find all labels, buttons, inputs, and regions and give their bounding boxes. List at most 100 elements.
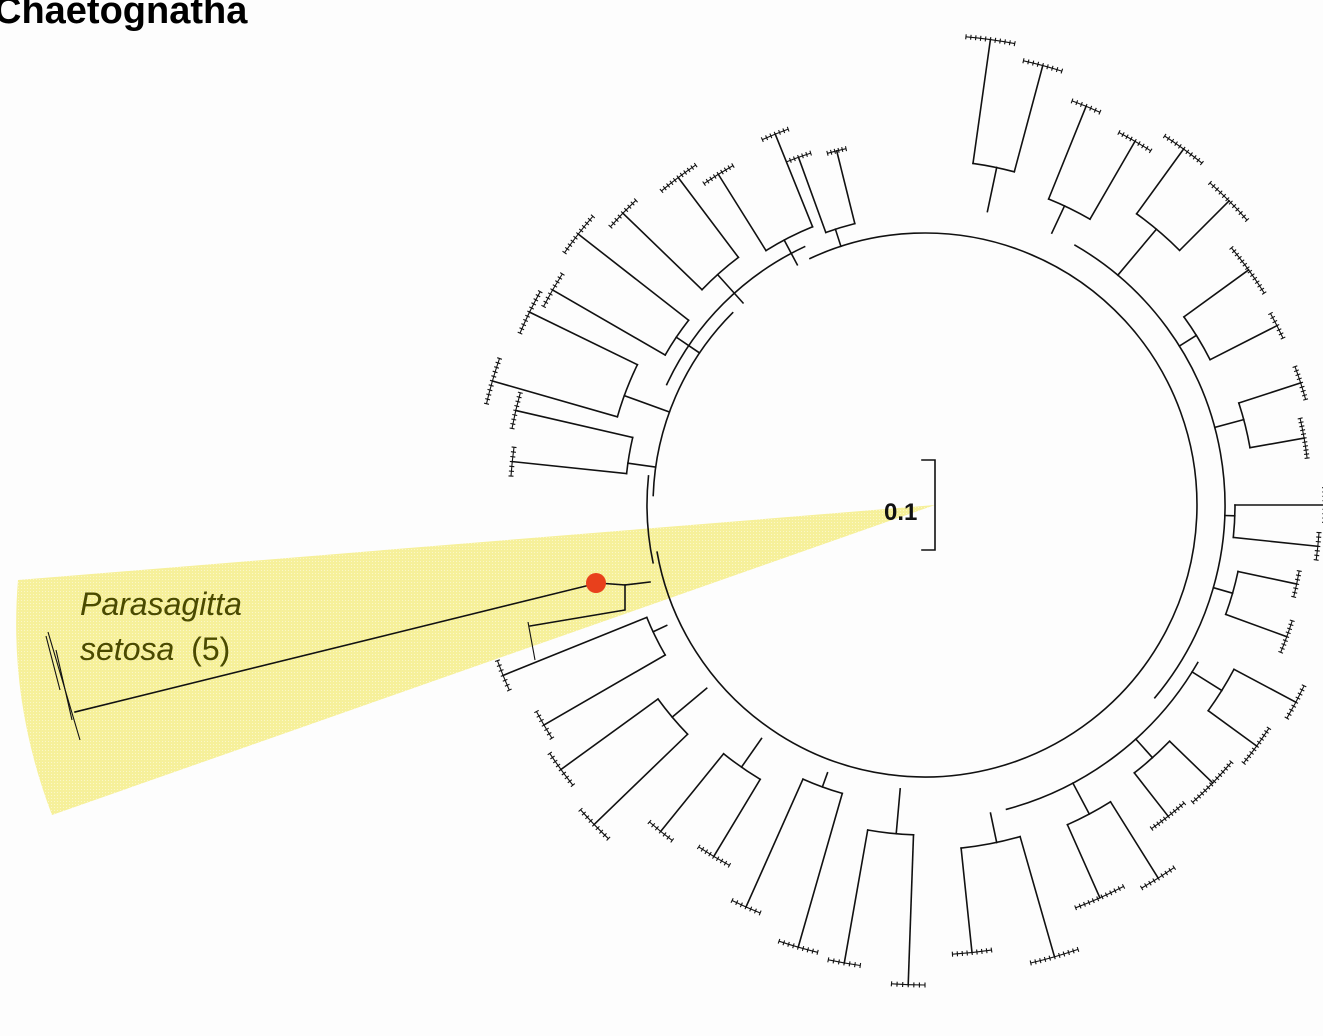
- tree-arc: [646, 475, 655, 564]
- tip-tick: [1291, 704, 1297, 708]
- tree-branch: [1133, 771, 1170, 818]
- tip-tick: [559, 272, 565, 276]
- tip-tick: [709, 176, 713, 182]
- tip-tick: [965, 34, 967, 40]
- tip-tick: [483, 402, 490, 405]
- tip-tick: [1079, 101, 1083, 107]
- tip-tick: [1189, 152, 1193, 157]
- tree-branch: [797, 792, 844, 949]
- tree-arc: [1237, 401, 1251, 449]
- tip-tick: [1156, 875, 1160, 881]
- tip-tick: [1292, 591, 1298, 594]
- tip-tick: [504, 683, 510, 687]
- tree-branch: [659, 752, 725, 833]
- highlight-wedge: [16, 505, 936, 815]
- tip-tick: [1297, 692, 1303, 696]
- tip-tick: [1282, 639, 1288, 643]
- tip-tick: [811, 948, 814, 954]
- tip-tick: [1259, 737, 1265, 741]
- tip-tick: [1229, 760, 1234, 765]
- tree-branch: [675, 336, 701, 355]
- tip-tick: [515, 400, 521, 403]
- tip-tick: [1048, 955, 1052, 961]
- tip-tick: [527, 310, 533, 314]
- tip-tick: [1175, 806, 1180, 811]
- tip-tick: [1280, 336, 1286, 340]
- tip-tick: [1156, 821, 1161, 827]
- tip-tick: [614, 217, 619, 223]
- tip-tick: [744, 904, 748, 910]
- tip-tick: [1093, 107, 1097, 113]
- tree-branch: [577, 232, 690, 322]
- tip-tick: [669, 180, 674, 186]
- tip-tick: [1058, 952, 1061, 958]
- tip-tick: [1285, 631, 1291, 635]
- tree-branch: [717, 173, 768, 252]
- tip-tick: [588, 818, 593, 824]
- tip-tick: [1257, 283, 1263, 288]
- tip-tick: [620, 211, 626, 216]
- tip-tick: [1241, 214, 1247, 219]
- tip-tick: [1055, 67, 1059, 73]
- tree-branch: [797, 156, 827, 234]
- tip-tick: [1139, 885, 1144, 891]
- tip-tick: [1206, 785, 1211, 790]
- tip-tick: [979, 35, 982, 41]
- tip-tick: [777, 938, 781, 944]
- tree-branch: [542, 653, 667, 727]
- tree-branch: [1178, 334, 1198, 348]
- tree-branch: [1071, 782, 1091, 816]
- tip-tick: [585, 815, 590, 820]
- tip-tick: [844, 146, 848, 152]
- tree-branch: [1190, 670, 1223, 692]
- tip-tick: [1172, 865, 1177, 871]
- tree-arc: [700, 256, 740, 291]
- tip-tick: [485, 398, 491, 401]
- tree-arc: [960, 835, 1022, 849]
- tip-tick: [611, 221, 616, 226]
- scale-bar-label: 0.1: [884, 499, 917, 526]
- tree-branch: [1135, 147, 1185, 215]
- tree-branch: [652, 624, 668, 633]
- tip-tick: [1067, 949, 1070, 956]
- tip-tick: [1259, 287, 1265, 292]
- tip-tick: [1313, 559, 1319, 561]
- tip-tick: [1235, 207, 1240, 212]
- tip-tick: [533, 298, 539, 302]
- tip-tick: [496, 664, 502, 668]
- tip-tick: [801, 945, 805, 952]
- tree-branch: [1047, 105, 1088, 201]
- tip-tick: [1220, 769, 1226, 774]
- tip-tick: [735, 900, 739, 906]
- tip-tick: [1137, 141, 1141, 146]
- tip-tick: [531, 302, 537, 306]
- tip-tick: [1168, 867, 1173, 873]
- tip-tick: [1295, 373, 1301, 377]
- tree-arc: [656, 232, 1198, 778]
- tip-tick: [1211, 183, 1216, 189]
- tip-tick: [985, 948, 988, 954]
- tip-tick: [1237, 255, 1242, 260]
- tip-tick: [1062, 951, 1066, 957]
- tip-tick: [1192, 155, 1197, 160]
- tip-tick: [1304, 457, 1310, 459]
- tip-tick: [578, 807, 583, 812]
- tip-tick: [1239, 259, 1245, 264]
- tree-arc: [1005, 661, 1199, 811]
- tip-tick: [1121, 132, 1125, 138]
- tip-tick: [1256, 740, 1262, 745]
- tip-tick: [494, 366, 500, 369]
- tree-branch: [1178, 199, 1231, 252]
- tip-tick: [651, 822, 656, 828]
- tip-tick: [1074, 905, 1078, 911]
- tip-tick: [1141, 143, 1145, 149]
- tree-branch: [843, 829, 869, 964]
- tip-tick: [541, 304, 547, 309]
- tip-tick: [1013, 41, 1016, 47]
- tip-tick: [502, 678, 508, 682]
- tip-tick: [1032, 60, 1035, 66]
- tip-tick: [1292, 365, 1298, 369]
- tip-tick: [1303, 398, 1309, 401]
- tip-tick: [575, 232, 581, 237]
- tree-branch: [677, 176, 740, 259]
